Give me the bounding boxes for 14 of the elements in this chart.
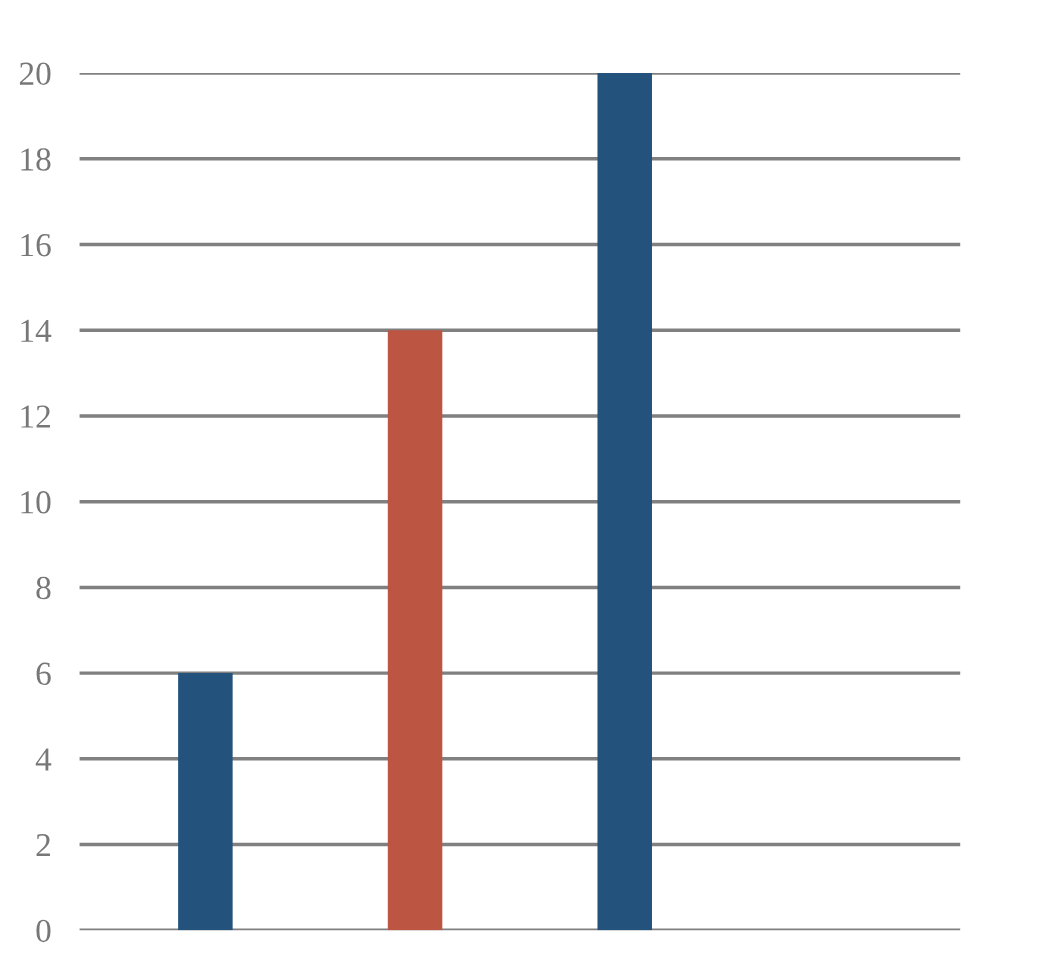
- y-tick-label: 8: [36, 576, 51, 600]
- y-tick-label: 0: [36, 919, 51, 943]
- y-tick-label: 4: [35, 748, 52, 771]
- y-tick-label: 18: [21, 148, 51, 171]
- y-tick-label: 20: [19, 62, 51, 86]
- y-tick-label: 6: [36, 662, 51, 685]
- bar: [597, 73, 652, 931]
- y-tick-label: 14: [21, 319, 52, 342]
- bar: [178, 673, 233, 931]
- y-tick-label: 12: [21, 405, 50, 428]
- y-tick-label: 10: [21, 491, 51, 514]
- y-tick-label: 2: [36, 834, 50, 857]
- y-tick-label: 16: [21, 234, 51, 257]
- bar: [387, 330, 443, 931]
